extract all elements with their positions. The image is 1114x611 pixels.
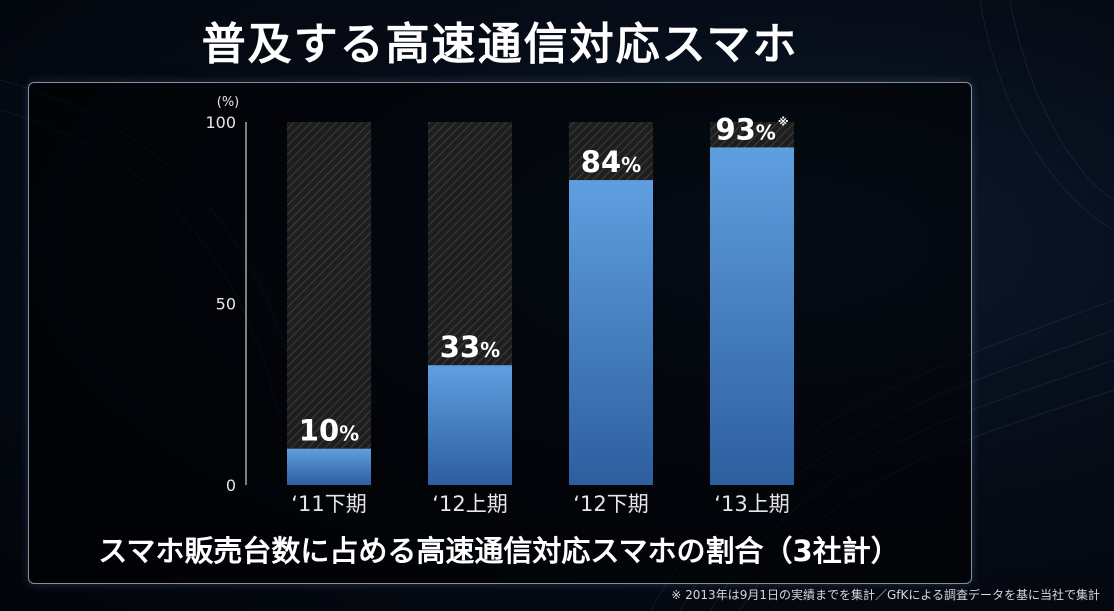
data-label: 93% ※: [715, 112, 788, 146]
data-label-unit: %: [756, 120, 776, 144]
data-label: 10%: [299, 414, 359, 448]
y-tick-label: 100: [205, 113, 236, 132]
bar: [710, 147, 794, 485]
chart-caption: スマホ販売台数に占める高速通信対応スマホの割合（3社計）: [98, 534, 900, 568]
data-label-value: 10: [299, 414, 339, 448]
y-unit-label: (%): [217, 95, 240, 110]
data-label-unit: %: [621, 153, 641, 177]
footnote: ※ 2013年は9月1日の実績までを集計／GfKによる調査データを基に当社で集計: [671, 588, 1100, 602]
x-category-label: ‘12下期: [573, 492, 648, 516]
data-label: 33%: [440, 330, 500, 364]
data-label: 84%: [581, 145, 641, 179]
bar: [569, 180, 653, 485]
x-category-label: ‘11下期: [291, 492, 366, 516]
x-category-label: ‘13上期: [714, 492, 789, 516]
bar: [428, 365, 512, 485]
data-label-unit: %: [480, 338, 500, 362]
y-tick-label: 0: [226, 476, 236, 495]
y-tick-label: 50: [216, 295, 236, 314]
page-title: 普及する高速通信対応スマホ: [201, 19, 799, 70]
data-label-note-mark: ※: [778, 115, 789, 128]
data-label-unit: %: [339, 422, 359, 446]
data-label-value: 33: [440, 330, 480, 364]
bar: [287, 448, 371, 485]
data-label-value: 84: [581, 145, 621, 179]
bar-track: [287, 122, 371, 485]
x-category-label: ‘12上期: [432, 492, 507, 516]
data-label-value: 93: [715, 112, 755, 146]
